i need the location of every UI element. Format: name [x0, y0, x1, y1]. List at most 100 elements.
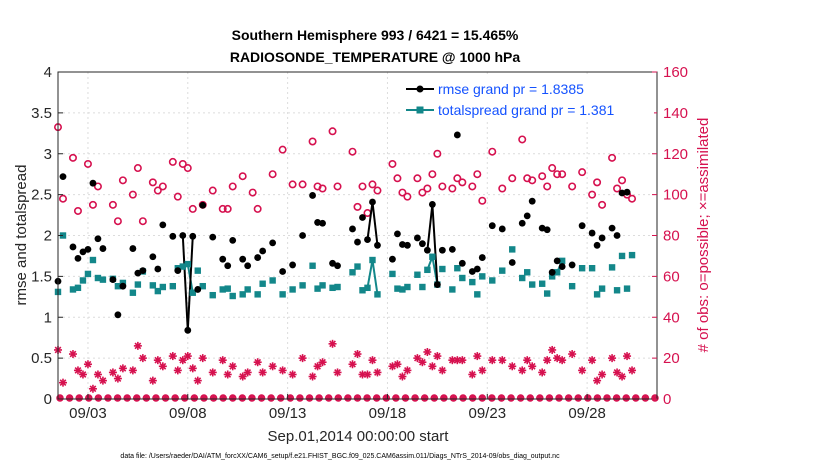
assimilated-obs-point: [152, 394, 160, 402]
totalspread-point: [269, 277, 276, 284]
assimilated-obs-point: [173, 366, 182, 375]
totalspread-point: [194, 267, 201, 274]
assimilated-obs-point: [190, 394, 198, 402]
assimilated-obs-point: [363, 370, 372, 379]
assimilated-obs-point: [488, 394, 496, 402]
assimilated-obs-point: [421, 394, 429, 402]
rmse-point: [418, 240, 426, 248]
possible-obs-point: [253, 204, 262, 213]
totalspread-point: [374, 291, 381, 298]
rmse-point: [359, 214, 366, 221]
rmse-point: [279, 268, 287, 275]
totalspread-point: [154, 287, 162, 295]
totalspread-point: [628, 251, 636, 259]
assimilated-obs-point: [593, 394, 601, 402]
series-connector: [426, 204, 434, 251]
assimilated-obs-point: [628, 366, 637, 375]
assimilated-obs-point: [68, 350, 77, 359]
rmse-point: [289, 261, 297, 269]
y-tick-label-right: 100: [663, 187, 688, 204]
possible-obs-point: [398, 188, 407, 197]
assimilated-obs-point: [478, 394, 486, 402]
possible-obs-point: [308, 137, 317, 146]
totalspread-point: [519, 274, 526, 282]
assimilated-obs-point: [632, 394, 640, 402]
plot-area: [58, 72, 657, 399]
totalspread-point: [114, 282, 122, 290]
x-tick-label: 09/13: [269, 405, 307, 422]
assimilated-obs-point: [66, 394, 74, 402]
possible-obs-point: [588, 190, 597, 199]
possible-obs-point: [238, 172, 247, 181]
possible-obs-point: [468, 182, 477, 191]
assimilated-obs-point: [306, 394, 314, 402]
assimilated-obs-point: [58, 378, 67, 387]
possible-obs-point: [478, 196, 487, 205]
y-tick-label-left: 0.5: [31, 350, 52, 367]
possible-obs-point: [68, 153, 77, 162]
rmse-point: [189, 232, 197, 240]
totalspread-point: [84, 270, 92, 278]
possible-obs-point: [608, 153, 617, 162]
totalspread-point: [149, 282, 157, 289]
assimilated-obs-point: [223, 370, 232, 379]
rmse-point: [149, 253, 157, 261]
totalspread-point: [219, 286, 226, 293]
rmse-point: [399, 241, 406, 248]
totalspread-point: [404, 283, 411, 291]
rmse-point: [69, 243, 77, 251]
totalspread-point: [568, 282, 576, 290]
totalspread-point: [623, 285, 631, 292]
totalspread-point: [578, 265, 586, 272]
possible-obs-point: [593, 178, 602, 187]
totalspread-point: [449, 286, 456, 293]
assimilated-obs-point: [392, 394, 400, 402]
assimilated-obs-point: [603, 394, 611, 402]
rmse-point: [548, 268, 556, 276]
possible-obs-point: [278, 145, 287, 154]
totalspread-point: [429, 253, 436, 260]
totalspread-point: [529, 281, 536, 288]
possible-obs-point: [73, 206, 82, 215]
totalspread-point: [99, 276, 107, 283]
totalspread-point: [314, 285, 321, 292]
totalspread-point: [364, 284, 371, 292]
assimilated-obs-point: [430, 394, 438, 402]
rmse-point: [423, 246, 431, 254]
rmse-point: [219, 255, 227, 263]
series-connector: [371, 201, 379, 246]
assimilated-obs-point: [478, 366, 487, 375]
totalspread-point: [94, 274, 102, 282]
rmse-point: [179, 232, 187, 239]
rmse-point: [109, 276, 117, 284]
totalspread-point: [598, 285, 606, 292]
rmse-point: [498, 225, 506, 233]
rmse-point: [314, 219, 321, 226]
possible-obs-point: [138, 217, 147, 226]
possible-obs-point: [218, 204, 227, 213]
possible-obs-point: [498, 184, 507, 193]
assimilated-obs-point: [94, 394, 102, 402]
possible-obs-point: [373, 186, 382, 195]
assimilated-obs-point: [593, 376, 602, 385]
assimilated-obs-point: [433, 352, 442, 361]
assimilated-obs-point: [168, 352, 177, 361]
rmse-point: [433, 281, 441, 288]
assimilated-obs-point: [413, 354, 422, 363]
assimilated-obs-point: [133, 341, 142, 350]
rmse-series: [54, 131, 631, 334]
possible-obs-point: [153, 186, 162, 195]
totalspread-point: [469, 278, 476, 286]
possible-obs-point: [328, 127, 337, 136]
rmse-point: [229, 237, 237, 244]
totalspread-point: [369, 256, 376, 264]
assimilated-obs-point: [78, 370, 87, 379]
possible-obs-point: [548, 164, 557, 173]
legend: rmse grand pr = 1.8385 totalspread grand…: [402, 76, 654, 122]
totalspread-point: [524, 269, 531, 276]
x-tick-label: 09/08: [169, 405, 207, 422]
chart-title-line2: RADIOSONDE_TEMPERATURE @ 1000 hPa: [230, 49, 521, 65]
assimilated-obs-point: [228, 362, 237, 371]
totalspread-point: [209, 291, 216, 299]
